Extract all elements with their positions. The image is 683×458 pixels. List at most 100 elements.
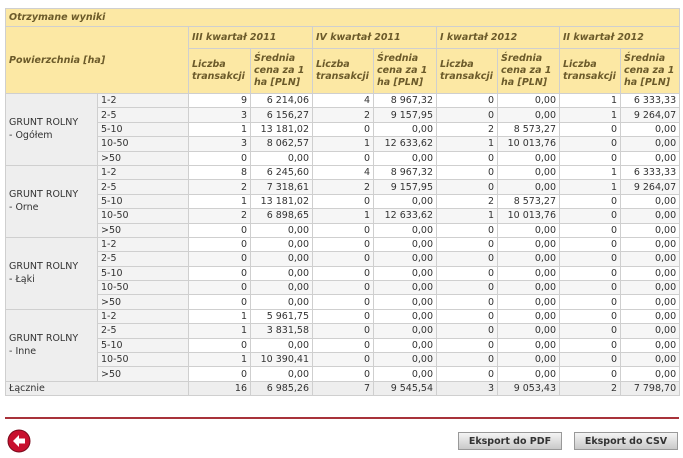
value-cell: 0,00: [619, 236, 681, 253]
value-cell: 0: [312, 222, 374, 238]
value-cell: 6 156,27: [250, 107, 313, 123]
value-cell: 0,00: [497, 294, 560, 310]
data-row: 10-50 2 6 898,65 1 12 633,62 1 10 013,76 0 0,00: [6, 208, 681, 224]
data-row: 10-50 0 0,00 0 0,00 0 0,00 0 0,00: [6, 280, 681, 296]
data-row: >50 0 0,00 0 0,00 0 0,00 0 0,00: [6, 222, 681, 238]
value-cell: 0,00: [497, 164, 560, 181]
value-cell: 0: [188, 236, 251, 253]
column-header: Średnia cena za 1 ha [PLN]: [250, 48, 313, 94]
value-cell: 0,00: [619, 294, 681, 310]
value-cell: 0,00: [619, 366, 681, 382]
column-header: Średnia cena za 1 ha [PLN]: [619, 48, 681, 94]
value-cell: 0,00: [619, 265, 681, 282]
value-cell: 0: [312, 193, 374, 210]
value-cell: 1: [436, 136, 498, 152]
area-header: Powierzchnia [ha]: [5, 26, 189, 94]
value-cell: 0: [559, 280, 621, 296]
value-cell: 0: [559, 236, 621, 253]
value-cell: 0,00: [497, 265, 560, 282]
subheader-row: Liczba transakcji Średnia cena za 1 ha [P…: [6, 48, 681, 94]
value-cell: 6 214,06: [250, 92, 313, 109]
data-row: GRUNT ROLNY - Orne 1-2 8 6 245,60 4 8 967,32 0 0…: [5, 164, 681, 238]
value-cell: 0: [436, 366, 498, 382]
value-cell: 0: [436, 179, 498, 195]
value-cell: 0: [188, 337, 251, 354]
total-cell: 7 798,70: [619, 380, 681, 397]
range-cell: 2-5: [97, 179, 189, 195]
data-row: 5-10 0 0,00 0 0,00 0 0,00 0 0,00: [6, 337, 681, 354]
back-button[interactable]: [7, 429, 31, 453]
range-cell: 10-50: [97, 280, 189, 296]
value-cell: 0: [436, 92, 498, 109]
value-cell: 12 633,62: [373, 136, 437, 152]
value-cell: 1: [312, 136, 374, 152]
total-cell: 16: [188, 380, 251, 397]
value-cell: 0: [436, 164, 498, 181]
value-cell: 0: [188, 150, 251, 166]
value-cell: 0,00: [373, 121, 437, 138]
value-cell: 0,00: [250, 236, 313, 253]
value-cell: 0: [559, 265, 621, 282]
value-cell: 0,00: [619, 337, 681, 354]
value-cell: 0: [436, 308, 498, 325]
value-cell: 0: [559, 294, 621, 310]
group-sub: - Ogółem: [9, 130, 53, 142]
value-cell: 0,00: [250, 294, 313, 310]
range-cell: >50: [97, 294, 189, 310]
value-cell: 0,00: [373, 193, 437, 210]
value-cell: 0: [312, 280, 374, 296]
group-name: GRUNT ROLNY: [9, 189, 79, 201]
value-cell: 0: [436, 294, 498, 310]
results-table: Otrzymane wyniki Powierzchnia [ha] III kwa…: [4, 8, 681, 397]
value-cell: 1: [312, 208, 374, 224]
value-cell: 10 013,76: [497, 136, 560, 152]
title-row: Otrzymane wyniki: [4, 8, 681, 27]
data-row: 5-10 0 0,00 0 0,00 0 0,00 0 0,00: [6, 265, 681, 282]
group-sub: - Łąki: [9, 274, 35, 286]
value-cell: 0: [436, 236, 498, 253]
value-cell: 12 633,62: [373, 208, 437, 224]
range-cell: 2-5: [97, 323, 189, 339]
range-cell: 5-10: [97, 337, 189, 354]
column-header: Liczba transakcji: [559, 48, 621, 94]
value-cell: 0: [559, 352, 621, 368]
value-cell: 0,00: [497, 251, 560, 267]
range-cell: >50: [97, 222, 189, 238]
range-cell: 2-5: [97, 251, 189, 267]
range-cell: 10-50: [97, 136, 189, 152]
value-cell: 0: [312, 265, 374, 282]
value-cell: 0,00: [373, 352, 437, 368]
total-cell: 9 053,43: [497, 380, 560, 397]
value-cell: 0,00: [373, 337, 437, 354]
value-cell: 0,00: [497, 222, 560, 238]
value-cell: 0,00: [250, 337, 313, 354]
total-cell: 7: [312, 380, 374, 397]
value-cell: 0,00: [497, 323, 560, 339]
value-cell: 0: [188, 251, 251, 267]
value-cell: 9: [188, 92, 251, 109]
group-sub: - Orne: [9, 202, 39, 214]
total-label: Łącznie: [5, 380, 189, 397]
value-cell: 0,00: [619, 280, 681, 296]
value-cell: 0: [559, 251, 621, 267]
value-cell: 2: [436, 193, 498, 210]
value-cell: 0: [436, 107, 498, 123]
value-cell: 0: [312, 251, 374, 267]
value-cell: 0,00: [250, 366, 313, 382]
value-cell: 0: [559, 323, 621, 339]
export-csv-button[interactable]: Eksport do CSV: [574, 432, 678, 450]
value-cell: 10 013,76: [497, 208, 560, 224]
group-label: GRUNT ROLNY - Łąki: [5, 236, 98, 310]
data-row: GRUNT ROLNY - Łąki 1-2 0 0,00 0 0,00 0 0,00 0 0,00: [5, 236, 681, 310]
value-cell: 1: [436, 208, 498, 224]
value-cell: 6 333,33: [619, 164, 681, 181]
value-cell: 13 181,02: [250, 121, 313, 138]
value-cell: 8 573,27: [497, 193, 560, 210]
column-header: Średnia cena za 1 ha [PLN]: [497, 48, 560, 94]
total-cell: 6 985,26: [250, 380, 313, 397]
value-cell: 0,00: [497, 366, 560, 382]
export-pdf-button[interactable]: Eksport do PDF: [458, 432, 562, 450]
value-cell: 0,00: [373, 236, 437, 253]
group-name: GRUNT ROLNY: [9, 261, 79, 273]
data-row: GRUNT ROLNY - Inne 1-2 1 5 961,75 0 0,00 0 0,00 0…: [5, 308, 681, 382]
